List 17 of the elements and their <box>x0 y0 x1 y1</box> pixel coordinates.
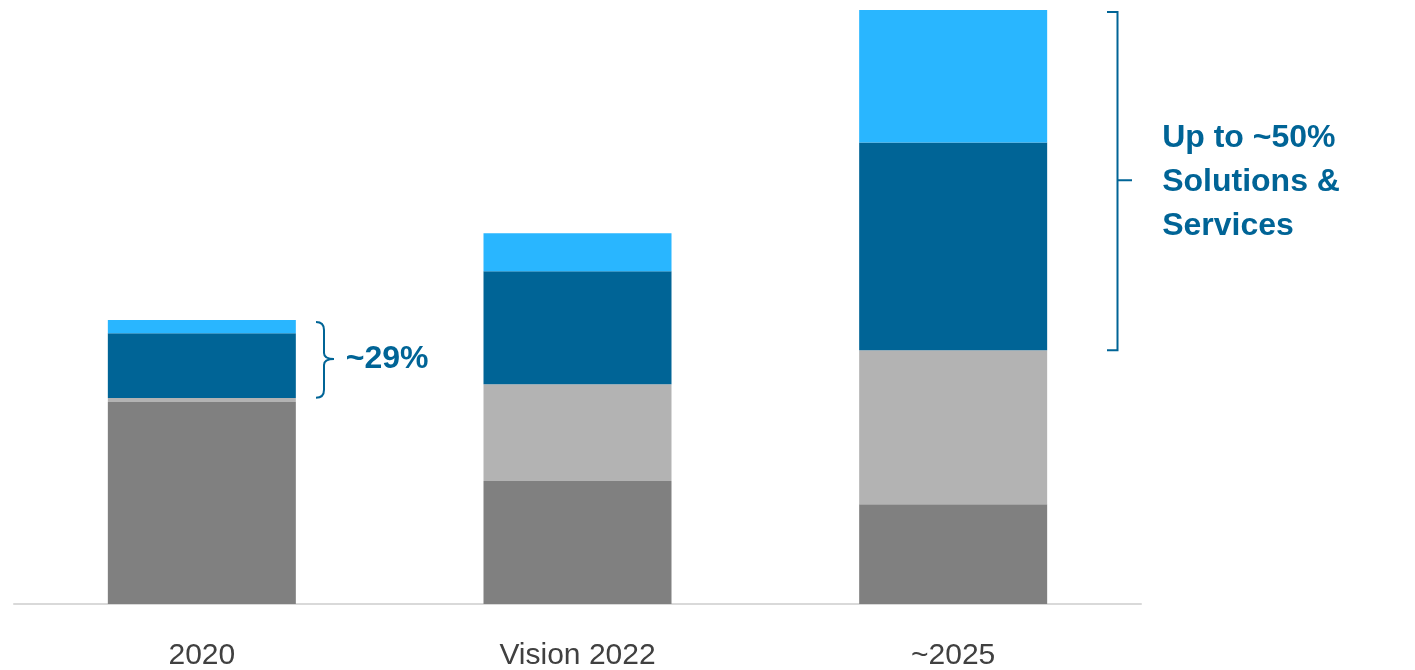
bar <box>107 320 296 334</box>
bar <box>483 271 672 385</box>
bar <box>107 397 296 403</box>
x-tick-label: 2020 <box>168 636 236 670</box>
text: Up to ~50% Solutions & Services <box>1162 117 1341 245</box>
x-tick-label: Vision 2022 <box>499 636 656 670</box>
bar <box>483 481 672 604</box>
x-tick-label: ~2025 <box>911 636 996 670</box>
bar <box>107 333 296 398</box>
bar <box>483 384 672 482</box>
bar <box>859 504 1048 604</box>
bar <box>859 10 1048 143</box>
bar <box>107 402 296 604</box>
bar <box>483 233 672 272</box>
bar <box>859 350 1048 505</box>
bar <box>859 142 1048 351</box>
annotation: ~29% <box>345 337 429 377</box>
